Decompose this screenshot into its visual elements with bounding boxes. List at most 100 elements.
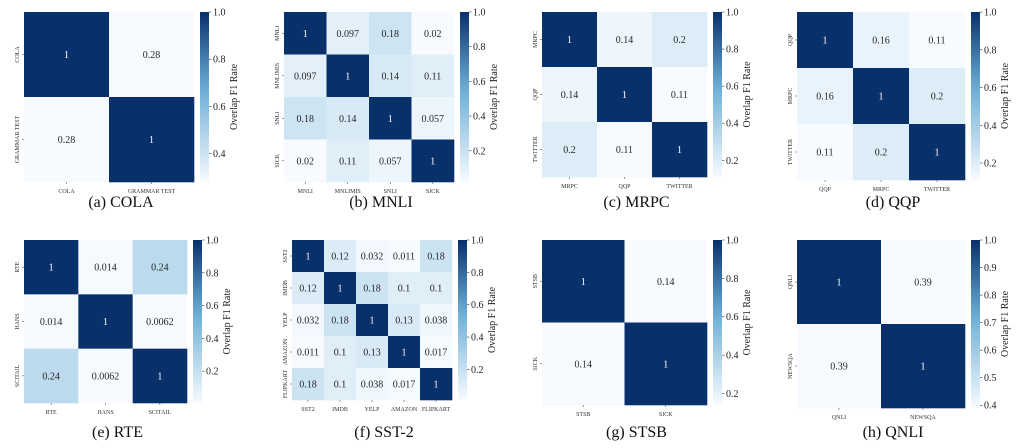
- heatmap-cell: [369, 97, 412, 140]
- heatmap-cell: [420, 240, 453, 273]
- panel-caption: (c) MRPC: [603, 194, 669, 211]
- x-tick-label-imdb: IMDB: [332, 407, 348, 413]
- cell-value-label: 0.39: [830, 362, 848, 373]
- cell-value-label: 0.0062: [92, 371, 120, 382]
- cell-value-label: 0.18: [382, 29, 400, 40]
- cell-value-label: 0.11: [616, 145, 633, 156]
- heatmap-cell: [388, 304, 421, 337]
- heatmap-cell: [853, 68, 910, 125]
- y-tick-label-yelp: YELP: [283, 312, 289, 328]
- colorbar-tick-label: 0.4: [213, 149, 226, 160]
- heatmap-cell: [324, 272, 357, 305]
- x-tick-label-stsb: STSB: [576, 412, 590, 418]
- heatmap-cell: [326, 97, 370, 140]
- heatmap-cell: [356, 304, 389, 337]
- cell-value-label: 0.16: [872, 36, 890, 47]
- heatmap-cell: [597, 122, 653, 178]
- cell-value-label: 0.097: [294, 71, 317, 82]
- colorbar-tick-label: 0.6: [726, 82, 739, 93]
- x-tick-label-snli: SNLI: [384, 189, 397, 195]
- cell-value-label: 0.14: [382, 71, 400, 82]
- cell-value-label: 1: [306, 252, 311, 263]
- y-tick-label-flipkart: FLIPKART: [283, 370, 289, 399]
- cell-value-label: 1: [622, 90, 627, 101]
- cell-value-label: 1: [402, 348, 407, 359]
- colorbar-label: Overlap F1 Rate: [229, 63, 240, 130]
- cell-value-label: 1: [921, 362, 926, 373]
- colorbar-tick-label: 0.8: [213, 55, 226, 66]
- cell-value-label: 0.11: [339, 156, 356, 167]
- y-tick-label-stsb: STSB: [533, 274, 539, 288]
- heatmap-cell: [388, 272, 421, 305]
- cell-value-label: 0.014: [40, 317, 63, 328]
- colorbar: [460, 12, 469, 182]
- panel-caption: (b) MNLI: [349, 194, 413, 211]
- cell-value-label: 0.11: [424, 71, 441, 82]
- colorbar-tick-label: 1.0: [726, 236, 739, 247]
- heatmap-cell: [324, 304, 357, 337]
- heatmap-cell: [326, 12, 370, 55]
- colorbar-tick-label: 0.6: [213, 102, 226, 113]
- colorbar: [971, 240, 980, 408]
- heatmap-cell: [624, 240, 708, 323]
- x-tick-label-qnli: QNLI: [832, 415, 846, 421]
- cell-value-label: 0.12: [299, 284, 317, 295]
- cell-value-label: 0.011: [297, 348, 319, 359]
- heatmap-cell: [624, 322, 708, 406]
- heatmap-cell: [420, 368, 453, 401]
- panel-caption: (a) COLA: [88, 194, 154, 211]
- heatmap-panel-3: 1 0.14 0.2 0.14 1 0.11 0.2 0.11 1 MRPC QQP TWITTER M…: [533, 8, 753, 212]
- cell-value-label: 0.11: [928, 36, 945, 47]
- colorbar-tick-label: 0.8: [984, 45, 997, 56]
- x-tick-label-mnlimis: MNLIMIS: [335, 189, 361, 195]
- cell-value-label: 0.24: [42, 371, 60, 382]
- colorbar-label: Overlap F1 Rate: [742, 61, 753, 128]
- heatmap-cell: [284, 97, 327, 140]
- heatmap-cell: [652, 67, 708, 123]
- colorbar: [200, 12, 209, 182]
- heatmap-cell: [284, 139, 327, 183]
- heatmap-cell: [356, 368, 389, 401]
- x-tick-label-hans: HANS: [97, 410, 113, 416]
- cell-value-label: 0.12: [331, 252, 349, 263]
- panel-caption: (g) STSB: [606, 424, 667, 441]
- x-tick-label-mrpc: MRPC: [873, 187, 890, 193]
- cell-value-label: 0.13: [395, 316, 413, 327]
- heatmap-cell: [411, 54, 455, 98]
- heatmap-panel-6: 1 0.12 0.032 0.011 0.18 0.12 1 0.18 0.1 0.1 0.032 0…: [283, 236, 498, 442]
- cell-value-label: 0.097: [337, 29, 360, 40]
- cell-value-label: 1: [103, 317, 108, 328]
- heatmap-cell: [326, 54, 370, 98]
- y-tick-label-mrpc: MRPC: [533, 31, 539, 48]
- heatmap-cell: [542, 322, 625, 406]
- heatmap-cell: [797, 240, 882, 325]
- cell-value-label: 1: [935, 148, 940, 159]
- x-tick-label-newsqa: NEWSQA: [910, 415, 936, 421]
- cell-value-label: 0.18: [427, 252, 445, 263]
- heatmap-cell: [388, 368, 421, 401]
- cell-value-label: 1: [879, 92, 884, 103]
- heatmap-cell: [652, 12, 708, 68]
- heatmap-cell: [78, 348, 133, 404]
- colorbar-tick-label: 0.8: [473, 42, 486, 53]
- panel-caption: (h) QNLI: [863, 424, 924, 441]
- colorbar-tick-label: 0.6: [984, 346, 997, 357]
- y-tick-label-amazon: AMAZON: [283, 338, 289, 365]
- heatmap-cell: [420, 272, 453, 305]
- heatmap-cell: [24, 240, 79, 295]
- cell-value-label: 0.1: [334, 380, 347, 391]
- y-tick-label-sick: SICK: [275, 153, 281, 167]
- colorbar: [713, 240, 722, 405]
- colorbar-tick-label: 1.0: [984, 236, 997, 247]
- cell-value-label: 1: [49, 263, 54, 274]
- x-tick-label-grammar-test: GRAMMAR TEST: [128, 189, 176, 195]
- heatmap-cell: [292, 368, 325, 401]
- heatmap-cell: [292, 272, 325, 305]
- cell-value-label: 1: [303, 29, 308, 40]
- colorbar-tick-label: 0.8: [206, 268, 219, 279]
- heatmap-cell: [597, 67, 653, 123]
- colorbar-tick-label: 0.2: [726, 389, 739, 400]
- heatmap-cell: [132, 294, 188, 349]
- cell-value-label: 1: [157, 371, 162, 382]
- cell-value-label: 0.02: [297, 156, 315, 167]
